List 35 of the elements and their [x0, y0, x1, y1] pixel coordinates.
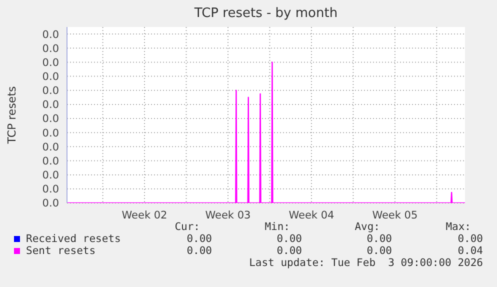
x-tick-label: Week 05 — [372, 209, 418, 222]
legend-label: Sent resets — [26, 245, 96, 257]
y-tick-label: 0.0 — [42, 155, 59, 168]
text: 0.00 — [276, 233, 302, 245]
y-tick-label: 0.0 — [42, 56, 59, 69]
y-tick-label: 0.0 — [42, 113, 59, 126]
x-tick-label: Week 02 — [122, 209, 168, 222]
text: Max: — [446, 221, 471, 233]
text: 0.00 — [366, 245, 392, 257]
y-tick-label: 0.0 — [42, 99, 59, 112]
x-tick-label: Week 03 — [205, 209, 251, 222]
y-tick-label: 0.0 — [42, 28, 59, 41]
y-tick-label: 0.0 — [42, 71, 59, 84]
text: 0.04 — [458, 245, 483, 257]
text: 0.00 — [186, 233, 212, 245]
text: Min: — [264, 221, 290, 233]
line-series — [67, 62, 465, 203]
text: 0.00 — [276, 245, 302, 257]
y-axis-title: TCP resets — [6, 86, 18, 144]
text: Avg: — [354, 221, 380, 233]
text: Last update: Tue Feb 3 09:00:00 2026 — [249, 257, 483, 269]
y-tick-label: 0.0 — [42, 85, 59, 98]
x-tick-label: Week 04 — [288, 209, 335, 222]
text: 0.00 — [458, 233, 483, 245]
text: Cur: — [174, 221, 200, 233]
text: 0.00 — [186, 245, 212, 257]
legend-label: Received resets — [26, 233, 121, 245]
y-tick-label: 0.0 — [42, 127, 59, 140]
y-tick-label: 0.0 — [42, 42, 59, 55]
y-tick-label: 0.0 — [42, 170, 59, 182]
text: 0.00 — [366, 233, 392, 245]
chart-title: TCP resets - by month — [193, 6, 339, 21]
y-tick-label: 0.0 — [42, 198, 59, 210]
y-tick-label: 0.0 — [42, 141, 59, 154]
y-tick-label: 0.0 — [42, 184, 59, 196]
